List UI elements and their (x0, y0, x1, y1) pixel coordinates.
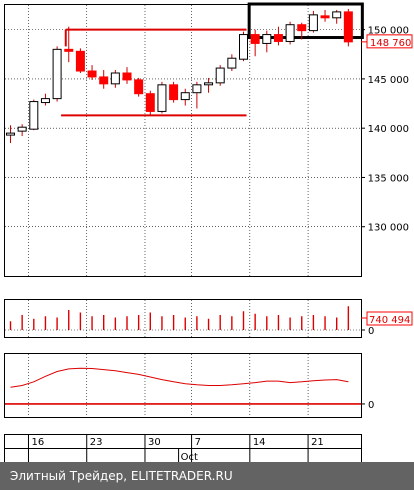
candle-body (110, 72, 120, 85)
candle-body (273, 34, 283, 42)
y-tick-label: 130 000 (368, 223, 409, 234)
candle-body (180, 92, 190, 101)
candle-body (332, 11, 342, 19)
x-tick-label: 7 (195, 437, 201, 448)
candle-body (297, 24, 307, 32)
candle-body (87, 70, 97, 78)
candle-body (75, 50, 85, 72)
candle-body (134, 79, 144, 95)
x-tick-label: 23 (90, 437, 103, 448)
candle-body (99, 76, 109, 85)
footer-bar (0, 462, 414, 490)
candle-body (204, 82, 214, 86)
candle-body (285, 24, 295, 42)
candle-body (215, 67, 225, 84)
candle-body (17, 126, 27, 132)
volume-zero-label: 0 (368, 326, 374, 337)
candle-body (52, 48, 62, 100)
candle-body (320, 15, 330, 19)
footer-text: Элитный Трейдер, ELITETRADER.RU (10, 469, 233, 483)
candle-body (192, 84, 202, 94)
price-panel (4, 4, 362, 277)
candle-body (6, 132, 15, 136)
candle-body (122, 72, 132, 81)
candle-body (40, 98, 50, 104)
candle-body (308, 14, 318, 32)
y-tick-label: 145 000 (368, 75, 409, 86)
candle-body (250, 34, 260, 44)
candle-body (64, 48, 74, 52)
candle-body (145, 93, 155, 112)
candle-body (29, 101, 39, 130)
x-tick-label: 14 (253, 437, 266, 448)
highlight-box (247, 2, 364, 40)
candle-body (227, 57, 237, 69)
y-tick-label: 150 000 (368, 26, 409, 37)
candle-body (169, 84, 179, 101)
candle-body (262, 34, 272, 44)
oscillator-panel (4, 353, 362, 418)
y-tick-label: 135 000 (368, 173, 409, 184)
x-month-label: Oct (181, 452, 198, 463)
candle-body (239, 34, 248, 60)
last-price-label: 148 760 (370, 38, 411, 49)
oscillator-zero-label: 0 (368, 400, 374, 411)
candle-body (343, 11, 353, 43)
x-tick-label: 16 (31, 437, 44, 448)
y-tick-label: 140 000 (368, 124, 409, 135)
x-tick-label: 30 (148, 437, 161, 448)
candle-body (157, 84, 167, 112)
volume-value-label: 740 494 (369, 315, 410, 326)
x-tick-label: 21 (311, 437, 324, 448)
oscillator-line (10, 367, 349, 388)
